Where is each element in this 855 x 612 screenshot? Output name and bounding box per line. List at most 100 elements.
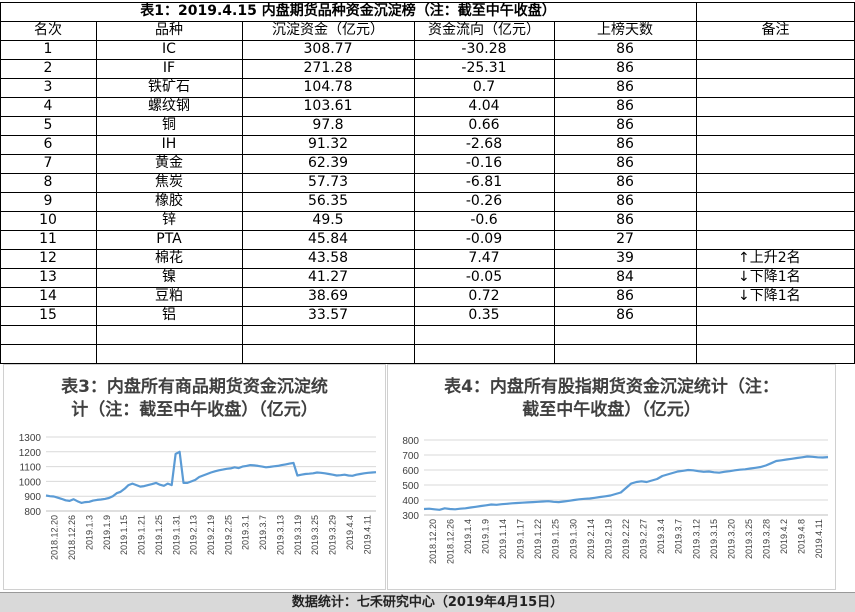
y-tick-label: 800 [24, 507, 41, 518]
cell-name: PTA [156, 231, 182, 247]
x-tick-label: 2018.12.20 [428, 519, 438, 564]
cell-rank: 4 [43, 98, 53, 114]
cell-name: IF [162, 60, 176, 76]
cell-flow: 0.35 [468, 307, 500, 323]
cell-note: ↓下降1名 [738, 269, 801, 285]
cell-name: 铝 [162, 307, 176, 323]
x-tick-label: 2019.2.19 [206, 515, 216, 555]
y-tick-label: 900 [24, 492, 41, 503]
column-header: 备注 [761, 22, 790, 38]
y-tick-label: 1100 [19, 463, 41, 474]
x-tick-label: 2019.4.11 [362, 515, 372, 554]
footer-source: 数据统计：七禾研究中心（2019年4月15日） [0, 592, 855, 612]
cell-flow: 4.04 [468, 98, 500, 114]
cell-capital: 308.77 [303, 41, 353, 57]
cell-name: IC [162, 41, 176, 57]
chart-title-line2: 计（注：截至中午收盘）（亿元） [71, 400, 318, 420]
y-tick-label: 1300 [19, 433, 42, 444]
cell-capital: 97.8 [312, 117, 344, 133]
x-tick-label: 2019.4.8 [797, 519, 807, 554]
cell-days: 86 [616, 60, 634, 76]
cell-capital: 41.27 [307, 269, 349, 285]
chart-title-line2: 截至中午收盘）（亿元） [522, 400, 701, 420]
cell-capital: 49.5 [312, 212, 344, 228]
y-tick-label: 500 [402, 481, 419, 492]
cell-days: 86 [616, 41, 634, 57]
series-line [45, 450, 377, 504]
cell-name: 铜 [162, 117, 176, 133]
x-tick-label: 2019.3.12 [691, 519, 701, 559]
cell-capital: 38.69 [307, 288, 349, 304]
cell-name: IH [161, 136, 177, 152]
cell-days: 86 [616, 307, 634, 323]
cell-days: 86 [616, 98, 634, 114]
cell-note: ↑上升2名 [738, 250, 801, 266]
x-tick-label: 2019.1.9 [102, 515, 112, 550]
cell-flow: 0.72 [468, 288, 500, 304]
cell-days: 86 [616, 117, 634, 133]
x-tick-label: 2019.1.25 [154, 515, 164, 555]
chart-title-line1: 表4：内盘所有股指期货资金沉淀统计（注： [444, 377, 779, 397]
cell-flow: -0.05 [465, 269, 503, 285]
x-tick-label: 2019.2.14 [586, 519, 596, 559]
x-tick-label: 2018.12.20 [50, 515, 60, 560]
column-header: 上榜天数 [597, 22, 653, 38]
x-tick-label: 2019.4.4 [345, 515, 355, 550]
y-tick-label: 1000 [19, 477, 42, 488]
x-tick-label: 2019.3.25 [310, 515, 320, 555]
cell-days: 86 [616, 193, 634, 209]
cell-flow: -0.26 [465, 193, 503, 209]
cell-days: 86 [616, 212, 634, 228]
x-tick-label: 2019.1.17 [516, 519, 526, 559]
x-tick-label: 2019.4.11 [814, 519, 824, 558]
cell-days: 86 [616, 174, 634, 190]
cell-days: 86 [616, 136, 634, 152]
x-tick-label: 2019.1.4 [463, 519, 473, 554]
cell-flow: -6.81 [465, 174, 503, 190]
cell-days: 86 [616, 288, 634, 304]
cell-rank: 14 [39, 288, 57, 304]
cell-rank: 3 [43, 79, 53, 95]
cell-capital: 43.58 [307, 250, 349, 266]
column-header: 名次 [34, 22, 62, 38]
x-tick-label: 2019.3.15 [709, 519, 719, 559]
index-chart-plot: 300 400 500 600 700 800 2018.12.20 2018.12.26 20… [402, 436, 829, 564]
cell-rank: 5 [43, 117, 53, 133]
cell-name: 锌 [162, 212, 176, 228]
x-tick-label: 2019.1.14 [498, 519, 508, 559]
x-tick-label: 2019.2.13 [189, 515, 199, 555]
cell-rank: 13 [39, 269, 57, 285]
cell-days: 39 [616, 250, 634, 266]
cell-days: 86 [616, 79, 634, 95]
cell-name: 焦炭 [155, 174, 183, 190]
cell-flow: 0.66 [468, 117, 500, 133]
column-header: 沉淀资金（亿元） [272, 22, 384, 38]
cell-capital: 56.35 [307, 193, 349, 209]
cell-capital: 103.61 [303, 98, 353, 114]
cell-name: 镍 [162, 269, 176, 285]
x-tick-label: 2019.3.7 [674, 519, 684, 554]
cell-name: 铁矿石 [148, 79, 190, 95]
cell-flow: 0.7 [472, 79, 496, 95]
x-tick-label: 2019.2.25 [223, 515, 233, 555]
x-tick-label: 2019.3.28 [762, 519, 772, 559]
cell-flow: -25.31 [461, 60, 507, 76]
commodity-capital-chart: 表3：内盘所有商品期货资金沉淀统 计（注：截至中午收盘）（亿元） 800 900 1… [3, 364, 386, 590]
cell-capital: 33.57 [307, 307, 349, 323]
y-tick-label: 600 [402, 466, 419, 477]
cell-note: ↓下降1名 [738, 288, 801, 304]
cell-capital: 45.84 [307, 231, 349, 247]
cell-capital: 104.78 [303, 79, 353, 95]
cell-rank: 7 [43, 155, 53, 171]
cell-rank: 15 [39, 307, 57, 323]
cell-days: 84 [616, 269, 634, 285]
cell-name: 豆粕 [155, 288, 183, 304]
cell-rank: 12 [39, 250, 57, 266]
cell-rank: 10 [39, 212, 57, 228]
x-tick-label: 2019.3.29 [328, 515, 338, 555]
cell-capital: 62.39 [307, 155, 349, 171]
index-capital-chart: 表4：内盘所有股指期货资金沉淀统计（注： 截至中午收盘）（亿元） 300 400 5… [387, 364, 836, 590]
cell-flow: -0.16 [465, 155, 503, 171]
chart-title-line1: 表3：内盘所有商品期货资金沉淀统 [61, 377, 328, 397]
